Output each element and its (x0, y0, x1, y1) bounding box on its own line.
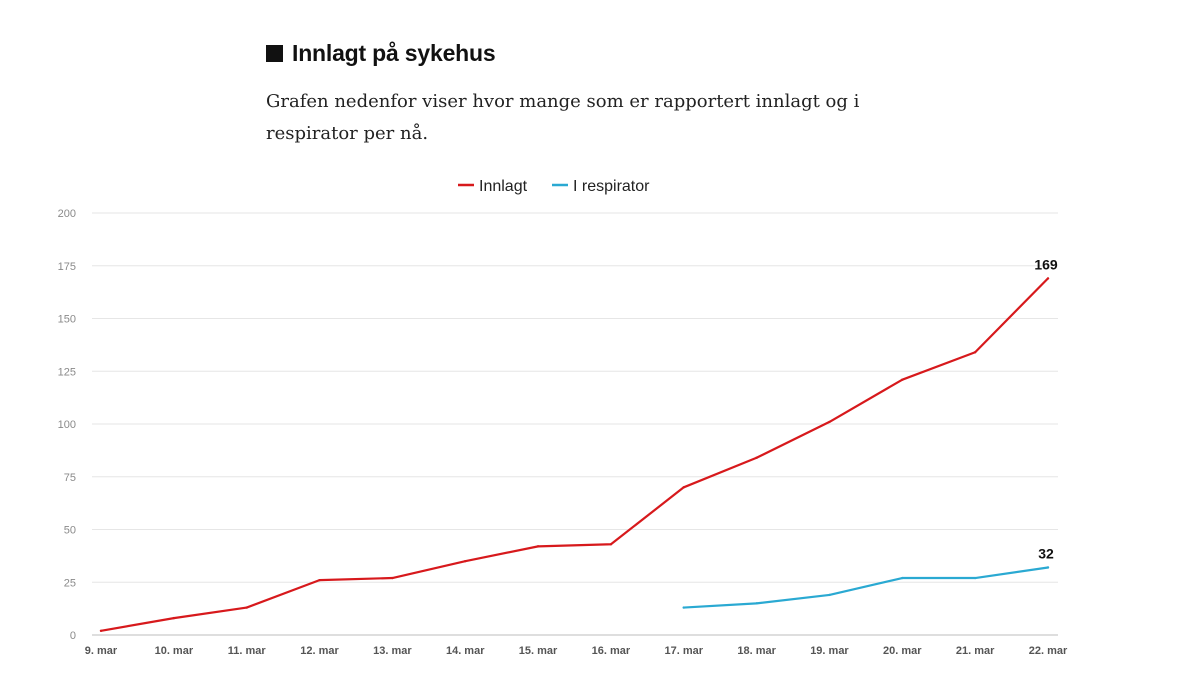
data-point-innlagt (391, 576, 394, 580)
x-tick-label: 16. mar (592, 645, 631, 657)
data-point-innlagt (536, 545, 540, 548)
x-tick-label: 13. mar (373, 645, 412, 657)
line-chart: 0 25 50 75 100 125 150 175 200 9. mar 10. mar 11. m… (58, 178, 1068, 657)
end-value-label-respirator: 32 (1038, 545, 1054, 561)
series-line-respirator (682, 566, 1050, 609)
data-point-respirator (973, 576, 977, 580)
intro-text: Grafen nedenfor viser hvor mange som er … (266, 91, 860, 144)
data-point-innlagt (973, 351, 977, 354)
x-tick-label: 20. mar (883, 645, 922, 657)
data-point-innlagt (318, 578, 321, 582)
y-tick-label: 0 (70, 630, 76, 642)
data-point-innlagt (99, 629, 103, 632)
y-tick-label: 125 (58, 366, 76, 378)
y-tick-label: 200 (58, 208, 76, 220)
y-tick-label: 50 (64, 525, 76, 537)
data-point-innlagt (682, 486, 685, 489)
x-tick-label: 18. mar (737, 645, 776, 657)
data-point-respirator (682, 606, 685, 609)
y-tick-label: 150 (58, 314, 76, 326)
data-point-innlagt (901, 378, 904, 381)
y-tick-label: 175 (58, 261, 76, 273)
x-tick-label: 10. mar (155, 645, 194, 657)
data-point-innlagt (828, 420, 831, 424)
data-point-respirator (755, 602, 758, 605)
data-point-innlagt (609, 543, 613, 546)
data-point-innlagt (172, 616, 176, 620)
legend-label-respirator: I respirator (573, 178, 650, 195)
x-tick-label: 12. mar (300, 645, 339, 657)
section-heading: Innlagt på sykehus (266, 40, 496, 67)
y-tick-label: 100 (58, 419, 76, 431)
data-point-innlagt (245, 606, 248, 609)
y-tick-label: 75 (64, 472, 76, 484)
x-tick-label: 15. mar (519, 645, 558, 657)
data-point-respirator (1046, 566, 1050, 569)
x-tick-label: 19. mar (810, 645, 849, 657)
page-title: Innlagt på sykehus (292, 40, 496, 66)
x-tick-label: 22. mar (1029, 645, 1068, 657)
x-tick-label: 11. mar (228, 645, 267, 657)
data-point-innlagt (1046, 277, 1050, 280)
x-tick-label: 14. mar (446, 645, 485, 657)
end-value-label-innlagt: 169 (1034, 256, 1058, 272)
data-point-innlagt (755, 456, 758, 459)
x-tick-label: 21. mar (956, 645, 995, 657)
data-point-respirator (828, 593, 831, 597)
data-point-innlagt (464, 559, 467, 563)
legend-label-innlagt: Innlagt (479, 178, 528, 195)
data-point-respirator (901, 576, 904, 580)
square-bullet-icon (266, 45, 283, 62)
x-tick-label: 9. mar (85, 645, 118, 657)
x-tick-label: 17. mar (665, 645, 704, 657)
series-line-innlagt (99, 277, 1050, 632)
chart-container: 0 25 50 75 100 125 150 175 200 9. mar 10. mar 11. m… (0, 160, 1200, 698)
y-tick-label: 25 (64, 577, 76, 589)
